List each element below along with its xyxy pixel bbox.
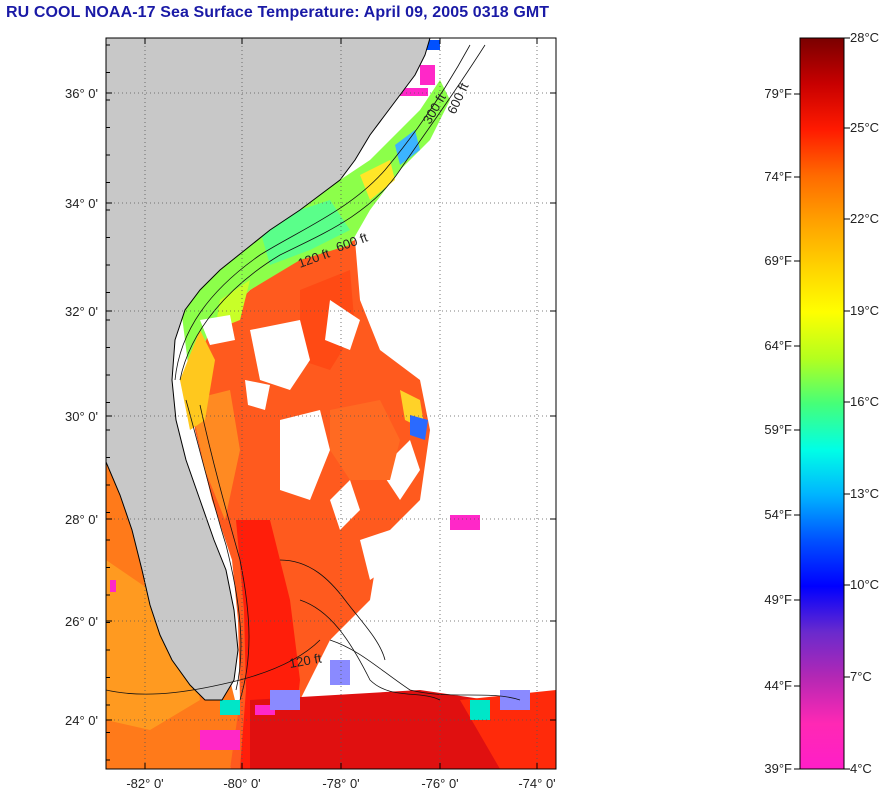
fahrenheit-label: 39°F bbox=[764, 761, 792, 776]
celsius-label: 22°C bbox=[850, 211, 879, 226]
colorbar bbox=[800, 38, 844, 769]
fahrenheit-label: 69°F bbox=[764, 253, 792, 268]
longitude-label: -82° 0' bbox=[126, 776, 163, 791]
celsius-label: 28°C bbox=[850, 30, 879, 45]
colorbar-labels: 28°C 25°C 22°C 19°C 16°C 13°C 10°C 7°C 4°C 79°F 74… bbox=[764, 30, 879, 776]
fahrenheit-label: 64°F bbox=[764, 338, 792, 353]
celsius-label: 16°C bbox=[850, 394, 879, 409]
fahrenheit-label: 44°F bbox=[764, 678, 792, 693]
graticule bbox=[106, 38, 556, 769]
celsius-label: 19°C bbox=[850, 303, 879, 318]
longitude-label: -76° 0' bbox=[421, 776, 458, 791]
map-frame bbox=[105, 37, 557, 770]
latitude-label: 32° 0' bbox=[65, 304, 98, 319]
bathymetry-contours bbox=[106, 44, 521, 701]
fahrenheit-label: 74°F bbox=[764, 169, 792, 184]
celsius-label: 25°C bbox=[850, 120, 879, 135]
map-axes: 36° 0' 34° 0' 32° 0' 30° 0' 28° 0' 26° 0' 24° … bbox=[65, 38, 556, 791]
longitude-label: -74° 0' bbox=[518, 776, 555, 791]
map-plot-area: 120 ft 600 ft 300 ft 120 ft 600 ft bbox=[106, 38, 556, 769]
longitude-label: -80° 0' bbox=[223, 776, 260, 791]
contour-label: 120 ft bbox=[288, 650, 323, 670]
celsius-label: 10°C bbox=[850, 577, 879, 592]
colorbar-frame bbox=[799, 37, 845, 770]
longitude-label: -78° 0' bbox=[322, 776, 359, 791]
cold-speckles bbox=[110, 65, 480, 750]
latitude-label: 34° 0' bbox=[65, 196, 98, 211]
celsius-label: 7°C bbox=[850, 669, 872, 684]
celsius-label: 13°C bbox=[850, 486, 879, 501]
latitude-label: 28° 0' bbox=[65, 512, 98, 527]
fahrenheit-label: 49°F bbox=[764, 592, 792, 607]
fahrenheit-label: 79°F bbox=[764, 86, 792, 101]
cloud-mask bbox=[200, 300, 460, 580]
celsius-label: 4°C bbox=[850, 761, 872, 776]
latitude-label: 36° 0' bbox=[65, 86, 98, 101]
latitude-label: 26° 0' bbox=[65, 614, 98, 629]
map-title: RU COOL NOAA-17 Sea Surface Temperature:… bbox=[6, 4, 550, 21]
latitude-label: 24° 0' bbox=[65, 713, 98, 728]
latitude-label: 30° 0' bbox=[65, 409, 98, 424]
fahrenheit-label: 59°F bbox=[764, 422, 792, 437]
land-southeast-us bbox=[106, 38, 431, 701]
fahrenheit-label: 54°F bbox=[764, 507, 792, 522]
